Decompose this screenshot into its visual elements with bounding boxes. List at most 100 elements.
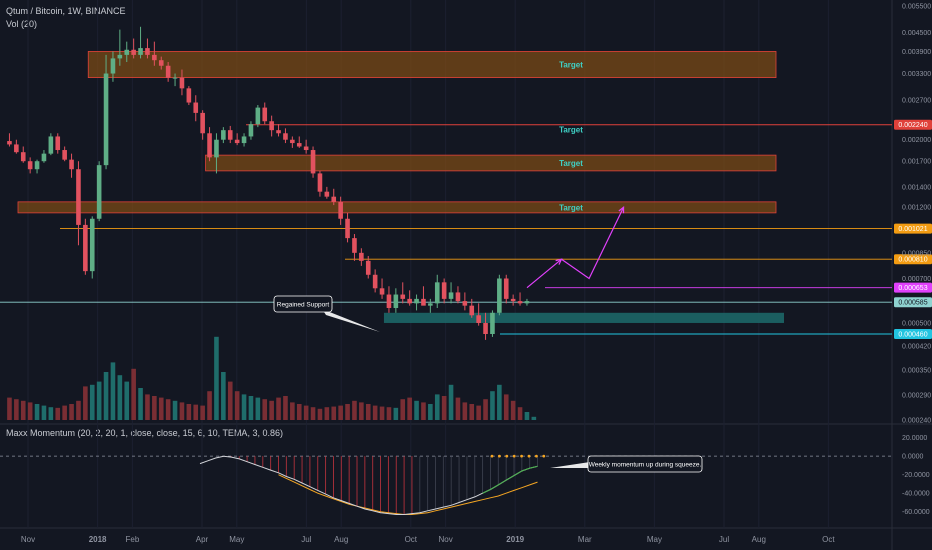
candle-body bbox=[124, 49, 130, 55]
price-level-badge-label: 0.000810 bbox=[898, 257, 927, 264]
volume-bar bbox=[441, 396, 447, 420]
candle-body bbox=[234, 139, 240, 144]
candle-body bbox=[490, 312, 495, 334]
candle-body bbox=[241, 136, 247, 144]
volume-bar bbox=[372, 405, 378, 420]
volume-bar bbox=[248, 396, 254, 420]
price-tick-label: 0.003900 bbox=[902, 49, 931, 56]
volume-bar bbox=[7, 397, 12, 420]
momentum-callout-pointer bbox=[550, 462, 590, 468]
candle-body bbox=[221, 130, 226, 140]
candle-body bbox=[269, 121, 274, 131]
volume-bars bbox=[7, 336, 537, 420]
volume-bar bbox=[165, 399, 171, 420]
time-tick-label: Jul bbox=[719, 535, 729, 544]
chart-title: Qtum / Bitcoin, 1W, BINANCE bbox=[6, 6, 126, 16]
candle-body bbox=[476, 315, 481, 323]
indicator-legend: Maxx Momentum (20, 2, 20, 1, close, clos… bbox=[6, 428, 283, 438]
price-tick-label: 0.004500 bbox=[902, 30, 931, 37]
target-zone-label: Target bbox=[559, 159, 583, 168]
candle-body bbox=[497, 278, 502, 313]
candle-body bbox=[338, 201, 343, 219]
volume-bar bbox=[283, 396, 288, 420]
volume-bar bbox=[186, 404, 192, 420]
candle-body bbox=[214, 139, 219, 158]
candle-body bbox=[290, 139, 295, 144]
candle-body bbox=[317, 173, 323, 192]
candle-body bbox=[345, 218, 350, 239]
candle-body bbox=[7, 141, 12, 145]
squeeze-dot bbox=[505, 454, 509, 458]
candle-body bbox=[510, 298, 516, 302]
candle-body bbox=[262, 107, 268, 122]
volume-bar bbox=[296, 404, 302, 420]
candle-body bbox=[414, 298, 419, 304]
candle-body bbox=[34, 161, 40, 170]
volume-bar bbox=[317, 408, 323, 420]
volume-bar bbox=[172, 400, 178, 420]
time-tick-label: Jul bbox=[301, 535, 311, 544]
volume-bar bbox=[227, 381, 233, 420]
price-tick-label: 0.001200 bbox=[902, 205, 931, 212]
volume-bar bbox=[221, 372, 226, 420]
candle-body bbox=[14, 144, 19, 153]
time-tick-label: Nov bbox=[21, 535, 35, 544]
volume-bar bbox=[379, 406, 385, 420]
callout-text: Regained Support bbox=[277, 302, 330, 309]
target-zone bbox=[87, 51, 777, 78]
volume-bar bbox=[41, 405, 47, 420]
time-tick-label: Apr bbox=[196, 535, 209, 544]
candle-body bbox=[89, 218, 95, 272]
momentum-tick-label: 0.0000 bbox=[902, 454, 924, 461]
regained-support-callout: Regained Support bbox=[273, 295, 380, 332]
candle-body bbox=[386, 294, 392, 308]
candle-body bbox=[96, 165, 102, 219]
momentum-tick-label: -40.0000 bbox=[902, 491, 930, 498]
candle-body bbox=[255, 107, 261, 125]
candle-body bbox=[83, 224, 88, 272]
price-tick-label: 0.000290 bbox=[902, 392, 931, 399]
squeeze-dot bbox=[542, 454, 546, 458]
candle-body bbox=[407, 298, 412, 304]
momentum-callout-box bbox=[587, 455, 703, 473]
candle-body bbox=[283, 133, 288, 140]
time-tick-label: 2018 bbox=[89, 535, 107, 544]
time-tick-label: Feb bbox=[126, 535, 140, 544]
volume-bar bbox=[476, 405, 481, 420]
volume-bar bbox=[48, 407, 54, 420]
volume-bar bbox=[421, 402, 426, 420]
volume-bar bbox=[490, 391, 495, 420]
volume-bar bbox=[117, 375, 123, 420]
candle-body bbox=[145, 48, 150, 55]
volume-bar bbox=[352, 400, 357, 420]
volume-bar bbox=[276, 397, 281, 420]
candle-body bbox=[462, 301, 468, 306]
axes: Nov 2018 Feb Apr May Jul Aug Oct Nov 2019 Mar May Ju… bbox=[21, 4, 931, 545]
momentum-pane: 20.0000 0.0000 -20.0000 -40.0000 -60.0000 Wee… bbox=[0, 435, 930, 516]
volume-bar bbox=[345, 404, 350, 420]
candle-body bbox=[179, 77, 185, 89]
price-tick-label: 0.000350 bbox=[902, 368, 931, 375]
momentum-rising-segment bbox=[482, 465, 538, 494]
volume-bar bbox=[14, 399, 19, 420]
price-level-badge bbox=[894, 119, 932, 130]
candle-body bbox=[434, 282, 440, 304]
volume-bar bbox=[200, 405, 205, 420]
candle-body bbox=[393, 294, 399, 308]
volume-bar bbox=[34, 404, 40, 420]
volume-bar bbox=[214, 336, 219, 420]
volume-bar bbox=[152, 396, 157, 420]
candle-body bbox=[276, 130, 281, 134]
support-zone bbox=[383, 312, 784, 323]
candle-body bbox=[503, 278, 509, 299]
candle-body bbox=[138, 48, 143, 55]
time-tick-label: Mar bbox=[578, 535, 592, 544]
volume-bar bbox=[262, 399, 268, 420]
momentum-tick-label: -60.0000 bbox=[902, 509, 930, 516]
volume-bar bbox=[497, 384, 502, 420]
candle-body bbox=[248, 124, 254, 137]
candle-body bbox=[359, 252, 364, 261]
price-level-badge bbox=[894, 328, 932, 339]
price-tick-label: 0.000240 bbox=[902, 418, 931, 425]
